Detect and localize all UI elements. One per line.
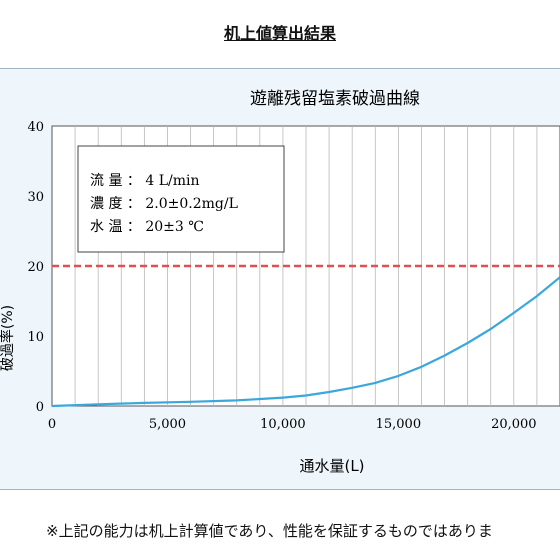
x-tick-labels: 0 5,000 10,000 15,000 20,000 [48,417,537,432]
y-tick-label: 40 [27,120,44,135]
x-tick-label: 0 [48,417,56,432]
y-axis-label: 破過率(%) [0,305,16,371]
disclaimer-note: ※上記の能力は机上計算値であり、性能を保証するものではありま [46,522,493,540]
y-tick-label: 30 [27,190,44,205]
condition-box-frame [77,145,285,253]
y-tick-label: 10 [27,330,44,345]
condition-line: 流 量 ： 4 L/min [90,173,200,189]
breakthrough-curve [51,276,560,408]
condition-line: 濃 度 ： 2.0±0.2mg/L [90,196,238,212]
breakthrough-chart: 遊離残留塩素破過曲線 0 5,000 10,000 15,000 20,000 0 10 2… [0,89,560,475]
x-tick-label: 5,000 [149,417,186,432]
condition-line: 水 温 ： 20±3 ℃ [90,219,204,235]
x-tick-label: 15,000 [376,417,422,432]
y-tick-labels: 0 10 20 30 40 [27,120,44,415]
chart-title: 遊離残留塩素破過曲線 [250,89,420,109]
y-tick-label: 0 [36,400,44,415]
x-tick-label: 20,000 [491,417,537,432]
series-group [51,276,560,408]
condition-box: 流 量 ： 4 L/min 濃 度 ： 2.0±0.2mg/L 水 温 ： 20±3… [77,145,285,253]
x-tick-label: 10,000 [260,417,306,432]
x-axis-label: 通水量(L) [299,457,364,475]
page-heading: 机上値算出結果 [223,24,336,43]
y-tick-label: 20 [27,260,44,275]
